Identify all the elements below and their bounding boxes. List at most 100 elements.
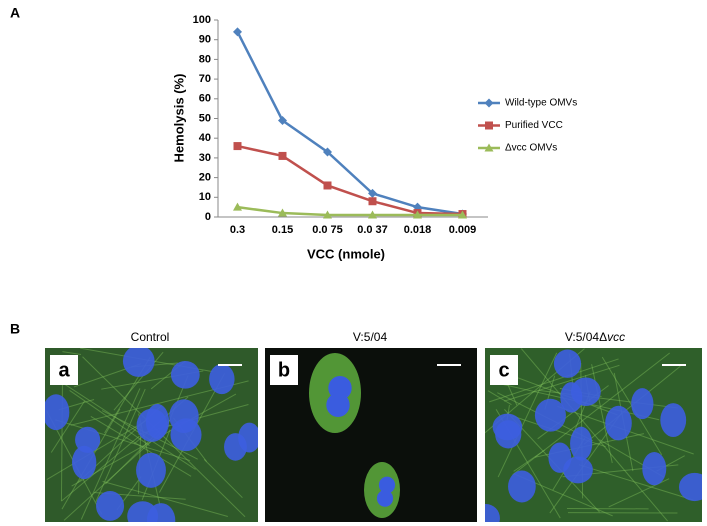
legend-label: Δvcc OMVs xyxy=(505,143,557,154)
panel-label: A xyxy=(10,5,20,21)
x-tick-label: 0.0 37 xyxy=(357,224,388,236)
image-letter: a xyxy=(58,359,70,381)
y-tick-label: 40 xyxy=(199,132,211,144)
marker xyxy=(368,197,377,206)
x-tick-label: 0.15 xyxy=(272,224,293,236)
fiber xyxy=(113,351,164,411)
fiber xyxy=(61,435,140,502)
letter-box xyxy=(490,355,518,385)
y-tick-label: 20 xyxy=(199,172,211,184)
legend-label: Wild-type OMVs xyxy=(505,98,577,109)
y-tick-label: 100 xyxy=(193,14,211,26)
marker xyxy=(485,121,493,130)
fiber xyxy=(487,390,512,406)
fiber xyxy=(82,356,246,518)
micrographs xyxy=(45,348,702,522)
y-tick-label: 60 xyxy=(199,93,211,105)
nucleus xyxy=(534,398,566,432)
letter-box xyxy=(270,355,298,385)
y-axis-label: Hemolysis (%) xyxy=(171,74,186,163)
legend-label: Purified VCC xyxy=(505,120,563,131)
marker xyxy=(233,202,242,211)
title-part: V:5/04Δ xyxy=(565,330,607,344)
y-tick-label: 0 xyxy=(205,211,211,223)
nucleus xyxy=(553,349,582,378)
nucleus xyxy=(660,403,687,438)
nucleus xyxy=(631,388,654,420)
image-title: V:5/04 xyxy=(353,330,388,344)
letter-box xyxy=(50,355,78,385)
title-part: vcc xyxy=(607,330,625,344)
image-title: V:5/04Δvcc xyxy=(565,330,625,344)
nucleus xyxy=(492,413,523,441)
marker xyxy=(368,210,377,219)
x-tick-label: 0.018 xyxy=(404,224,432,236)
fiber xyxy=(46,419,148,481)
fiber xyxy=(49,374,196,470)
fiber xyxy=(578,464,694,501)
fiber xyxy=(69,390,150,446)
fiber xyxy=(203,459,243,499)
y-tick-label: 90 xyxy=(199,34,211,46)
fiber xyxy=(80,388,141,520)
y-tick-label: 50 xyxy=(199,112,211,124)
fiber xyxy=(55,419,191,462)
y-tick-label: 80 xyxy=(199,53,211,65)
fiber xyxy=(513,449,546,472)
nucleus xyxy=(508,470,536,503)
x-tick-label: 0.3 xyxy=(230,224,245,236)
image-letter: c xyxy=(498,359,509,381)
marker xyxy=(413,210,422,219)
cells xyxy=(45,348,258,522)
nucleus xyxy=(209,363,235,395)
fiber xyxy=(504,364,620,402)
y-tick-label: 10 xyxy=(199,191,211,203)
nucleus xyxy=(122,348,155,377)
fiber xyxy=(50,400,86,453)
nucleus xyxy=(678,472,702,502)
marker xyxy=(323,147,332,157)
y-tick-label: 70 xyxy=(199,73,211,85)
nucleus xyxy=(570,426,593,461)
nucleus xyxy=(146,503,176,522)
marker xyxy=(323,210,332,219)
nucleus xyxy=(136,408,168,442)
fiber xyxy=(512,352,670,476)
x-axis-label: VCC (nmole) xyxy=(307,246,385,261)
fiber xyxy=(90,416,192,477)
marker xyxy=(458,210,467,219)
nucleus xyxy=(563,456,593,484)
series-line xyxy=(237,205,463,217)
fiber xyxy=(489,358,619,403)
marker xyxy=(323,181,332,190)
nucleus xyxy=(170,360,200,389)
nucleus xyxy=(96,490,125,521)
nucleus xyxy=(548,442,572,473)
fiber xyxy=(95,388,146,503)
nucleus xyxy=(485,504,500,522)
image-letter: b xyxy=(278,359,290,381)
marker xyxy=(278,115,287,125)
marker xyxy=(233,142,242,151)
nucleus xyxy=(326,393,350,417)
marker xyxy=(368,188,377,198)
nucleus xyxy=(605,405,632,441)
cells xyxy=(309,353,400,518)
nucleus xyxy=(169,399,199,434)
nucleus xyxy=(45,394,70,431)
cells xyxy=(485,348,702,522)
nucleus xyxy=(560,382,583,413)
marker xyxy=(484,98,494,108)
panel-label: B xyxy=(10,321,20,337)
nucleus xyxy=(224,433,247,461)
nucleus xyxy=(378,476,396,494)
marker xyxy=(484,143,494,152)
fiber xyxy=(102,480,228,517)
nucleus xyxy=(376,490,394,507)
fiber xyxy=(520,348,669,522)
nucleus xyxy=(72,445,97,480)
marker xyxy=(278,151,287,160)
x-tick-label: 0.009 xyxy=(449,224,477,236)
